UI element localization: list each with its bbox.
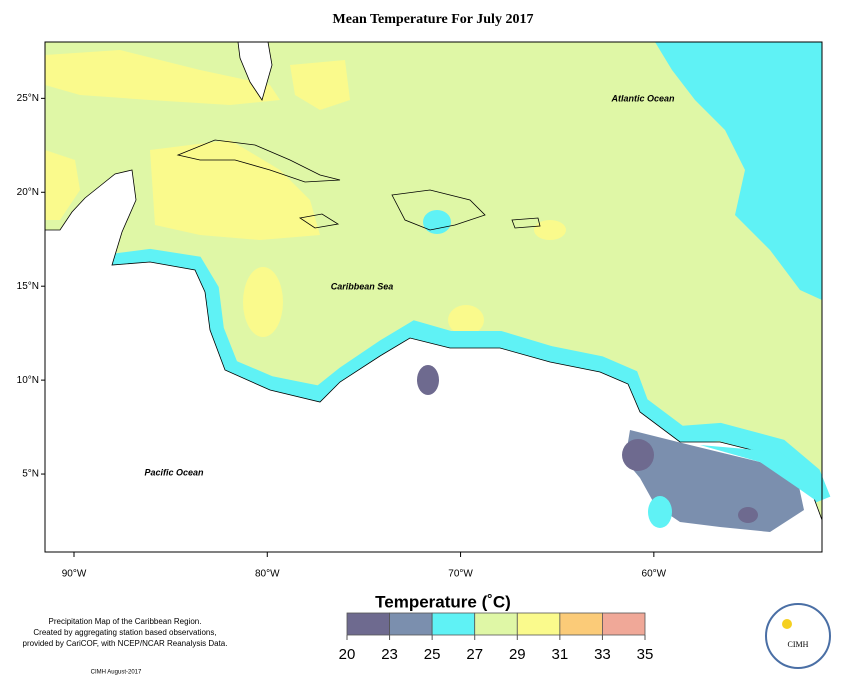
- island: [176, 139, 341, 183]
- cool-zone: [648, 496, 672, 528]
- note: Created by aggregating station based obs…: [33, 628, 216, 637]
- cold-zone: [738, 507, 758, 523]
- warm-zone: [243, 267, 283, 337]
- legend-tick-label: 33: [594, 646, 611, 663]
- credit: CIMH August-2017: [91, 670, 142, 676]
- legend-tick-label: 27: [466, 646, 483, 663]
- x-tick-label: 60°W: [642, 569, 667, 580]
- warm-zone: [150, 140, 320, 240]
- map-frame: [44, 41, 823, 553]
- x-tick-label: 80°W: [255, 569, 280, 580]
- y-tick-label: 20°N: [17, 187, 39, 198]
- ocean-label: Caribbean Sea: [331, 281, 394, 291]
- legend-swatch: [602, 612, 646, 636]
- cold-zone: [417, 365, 439, 395]
- ocean-label: Pacific Ocean: [144, 467, 204, 477]
- note: Precipitation Map of the Caribbean Regio…: [49, 617, 202, 626]
- warm-zone: [655, 42, 822, 300]
- warm-zone: [534, 220, 566, 240]
- logo-ring: [765, 603, 831, 669]
- legend-tick-label: 25: [424, 646, 441, 663]
- y-tick-label: 10°N: [17, 375, 39, 386]
- y-tick-label: 25°N: [17, 93, 39, 104]
- logo-sun: [782, 619, 792, 629]
- x-tick-label: 90°W: [62, 569, 87, 580]
- island: [391, 189, 486, 231]
- map-body: [44, 41, 831, 553]
- warm-zone: [45, 150, 80, 220]
- warm-zone: [448, 305, 484, 335]
- x-tick-label: 70°W: [448, 569, 473, 580]
- ocean-label: Atlantic Ocean: [610, 93, 675, 103]
- legend-swatch: [559, 612, 603, 636]
- legend-swatch: [474, 612, 518, 636]
- legend-swatch: [431, 612, 476, 636]
- coastal-band: [93, 248, 831, 504]
- logo-text: CIMH: [788, 640, 809, 649]
- cold-zone: [622, 439, 654, 471]
- legend-swatch: [516, 612, 561, 636]
- warm-zone: [45, 50, 280, 105]
- map-title: Mean Temperature For July 2017: [333, 12, 534, 27]
- legend-tick-label: 31: [552, 646, 569, 663]
- y-tick-label: 5°N: [22, 469, 39, 480]
- y-tick-label: 15°N: [17, 281, 39, 292]
- legend-swatch: [346, 612, 390, 636]
- legend-tick-label: 23: [381, 646, 398, 663]
- legend-tick-label: 35: [637, 646, 654, 663]
- island: [298, 213, 340, 229]
- cool-zone: [700, 445, 815, 500]
- legend-tick-label: 29: [509, 646, 526, 663]
- legend-swatch: [389, 612, 433, 636]
- legend-title: Temperature (˚C): [375, 592, 511, 611]
- legend-tick-label: 20: [339, 646, 356, 663]
- warm-zone: [290, 60, 350, 110]
- cool-zone: [423, 210, 451, 234]
- island: [511, 217, 541, 229]
- note: provided by CariCOF, with NCEP/NCAR Rean…: [23, 639, 228, 648]
- logo: CIMH: [765, 603, 831, 669]
